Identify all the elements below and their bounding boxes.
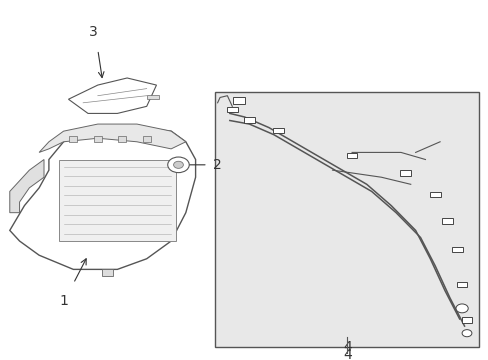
Bar — [118, 136, 126, 142]
Bar — [142, 136, 150, 142]
Bar — [215, 92, 478, 347]
Bar — [346, 153, 357, 158]
Bar — [232, 98, 244, 104]
Polygon shape — [39, 124, 185, 152]
Text: 2: 2 — [212, 158, 221, 172]
Text: 3: 3 — [88, 25, 97, 39]
Bar — [69, 136, 77, 142]
Polygon shape — [59, 159, 176, 241]
Bar — [102, 269, 113, 276]
Text: 4: 4 — [342, 347, 351, 360]
Circle shape — [173, 161, 183, 168]
Bar — [400, 170, 410, 176]
Bar — [94, 136, 102, 142]
Bar — [461, 318, 471, 323]
Polygon shape — [68, 78, 156, 113]
Bar — [273, 128, 284, 133]
Circle shape — [167, 157, 189, 173]
Bar — [451, 247, 462, 252]
Bar — [429, 192, 440, 197]
Text: 4: 4 — [342, 341, 351, 355]
Bar — [146, 95, 159, 99]
Polygon shape — [10, 127, 195, 269]
Text: 1: 1 — [59, 294, 68, 308]
Polygon shape — [10, 159, 44, 213]
Bar — [244, 117, 254, 123]
Bar — [456, 282, 467, 288]
Circle shape — [461, 330, 471, 337]
Bar — [226, 107, 237, 112]
Circle shape — [455, 304, 468, 313]
Bar — [441, 218, 452, 224]
